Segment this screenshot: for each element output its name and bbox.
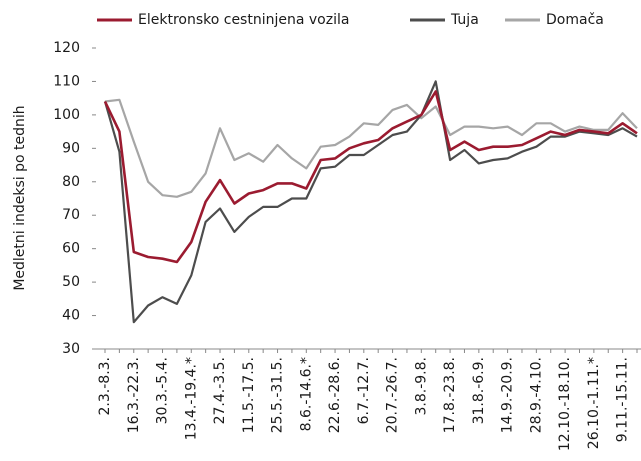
x-tick-label: 25.5.-31.5. bbox=[270, 357, 286, 433]
series-line bbox=[103, 90, 638, 264]
x-tick-label: 2.3.-8.3. bbox=[97, 357, 113, 415]
x-tick-label: 16.3.-22.3. bbox=[126, 357, 142, 433]
y-tick-label: 30 bbox=[62, 341, 80, 357]
legend-label: Elektronsko cestninjena vozila bbox=[138, 12, 349, 28]
y-tick-label: 90 bbox=[62, 140, 80, 156]
x-tick-label: 27.4.-3.5. bbox=[212, 357, 228, 424]
y-axis-label: Medletni indeksi po tednih bbox=[12, 105, 28, 290]
legend-label: Domača bbox=[546, 12, 604, 28]
y-tick-label: 40 bbox=[62, 308, 80, 324]
x-tick-label: 12.10.-18.10. bbox=[557, 357, 573, 451]
y-tick-label: 80 bbox=[62, 174, 80, 190]
x-tick-label: 8.6.-14.6.* bbox=[298, 357, 314, 431]
legend-label: Tuja bbox=[450, 12, 479, 28]
x-tick-label: 17.8.-23.8. bbox=[442, 357, 458, 433]
x-tick-label: 11.5.-17.5. bbox=[241, 357, 257, 433]
series-line bbox=[104, 98, 638, 198]
y-tick-label: 50 bbox=[62, 274, 80, 290]
x-tick-label: 30.3.-5.4. bbox=[155, 357, 171, 424]
y-tick-label: 100 bbox=[53, 107, 80, 123]
x-tick-label: 14.9.-20.9. bbox=[500, 357, 516, 433]
x-tick-label: 26.10.-1.11.* bbox=[586, 357, 602, 449]
y-tick-label: 120 bbox=[53, 40, 80, 56]
x-tick-label: 28.9.-4.10. bbox=[528, 357, 544, 433]
y-tick-label: 70 bbox=[62, 207, 80, 223]
series-line bbox=[103, 80, 638, 324]
x-tick-label: 3.8.-9.8. bbox=[413, 357, 429, 415]
x-tick-label: 22.6.-28.6. bbox=[327, 357, 343, 433]
x-tick-label: 6.7.-12.7. bbox=[356, 357, 372, 424]
y-tick-label: 110 bbox=[53, 73, 80, 89]
x-tick-label: 13.4.-19.4.* bbox=[183, 357, 199, 440]
x-tick-label: 20.7.-26.7. bbox=[385, 357, 401, 433]
x-tick-label: 9.11.-15.11. bbox=[615, 357, 631, 442]
y-tick-label: 60 bbox=[62, 241, 80, 257]
x-tick-label: 31.8.-6.9. bbox=[471, 357, 487, 424]
